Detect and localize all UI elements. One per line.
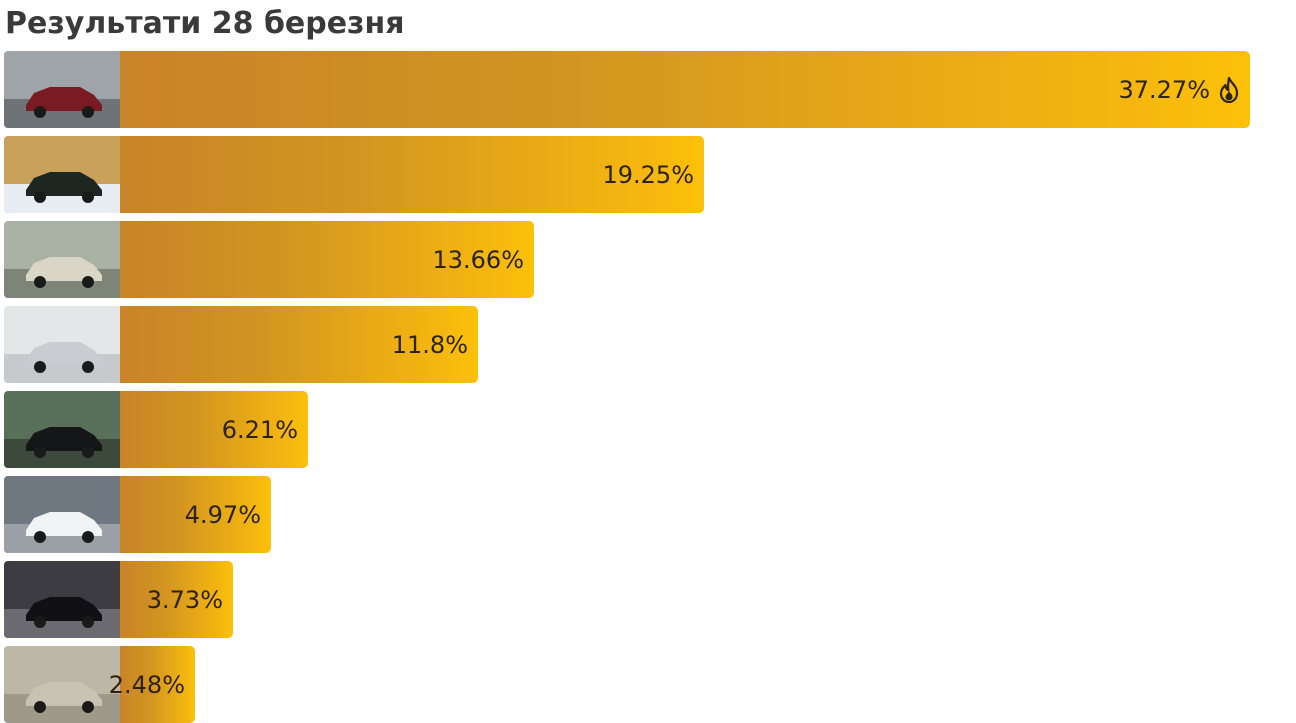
bar: 2.48% [109, 646, 195, 723]
car-thumbnail-image [4, 561, 120, 638]
car-thumbnail-image [4, 476, 120, 553]
page-title: Результати 28 березня [5, 6, 405, 41]
bar-value-label: 4.97% [184, 500, 261, 529]
bar-row: 2.48% [4, 646, 195, 723]
bar-value-label: 6.21% [221, 415, 298, 444]
bar-value-label: 11.8% [391, 330, 468, 359]
bar: 19.25% [120, 136, 704, 213]
car-thumbnail-image [4, 646, 120, 723]
bar-value-label: 37.27% [1118, 75, 1210, 104]
car-thumbnail-image [4, 221, 120, 298]
bar-row: 19.25% [4, 136, 704, 213]
car-thumbnail-image [4, 306, 120, 383]
bar-row: 13.66% [4, 221, 534, 298]
bar-value-label: 2.48% [108, 670, 185, 699]
bar: 37.27% [120, 51, 1250, 128]
bar-row: 4.97% [4, 476, 271, 553]
bar-row: 6.21% [4, 391, 308, 468]
car-thumbnail-image [4, 391, 120, 468]
bar: 13.66% [120, 221, 534, 298]
bar-value-label: 13.66% [432, 245, 524, 274]
car-thumbnail-image [4, 51, 120, 128]
bar: 3.73% [120, 561, 233, 638]
bar-value-label: 19.25% [602, 160, 694, 189]
bar: 4.97% [120, 476, 271, 553]
bar-value-label: 3.73% [146, 585, 223, 614]
fire-icon [1218, 76, 1240, 103]
bar-row: 3.73% [4, 561, 233, 638]
car-thumbnail-image [4, 136, 120, 213]
bar: 11.8% [120, 306, 478, 383]
bar-row: 11.8% [4, 306, 478, 383]
bar: 6.21% [120, 391, 308, 468]
bar-row: 37.27% [4, 51, 1250, 128]
